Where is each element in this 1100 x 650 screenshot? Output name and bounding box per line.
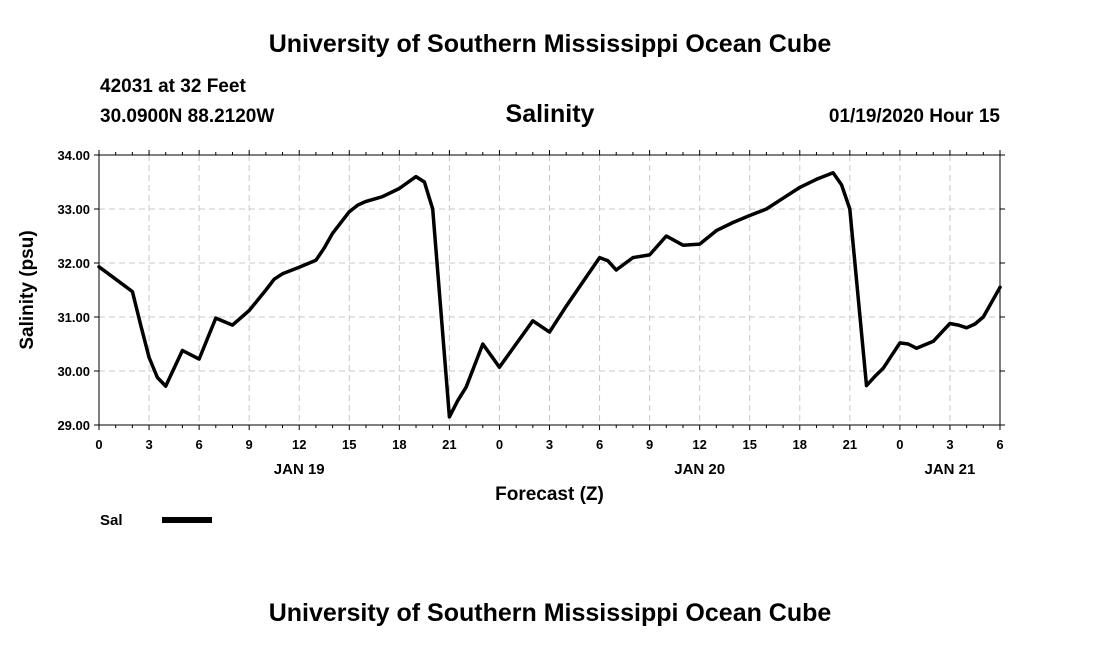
x-tick-label: 3 [546, 437, 553, 452]
page-title: University of Southern Mississippi Ocean… [268, 30, 832, 58]
date-label: JAN 21 [925, 461, 976, 478]
x-tick-label: 6 [596, 437, 603, 452]
x-tick-label: 0 [95, 437, 102, 452]
x-tick-label: 3 [946, 437, 953, 452]
station-label: 42031 at 32 Feet [100, 76, 246, 97]
y-tick-label: 32.00 [57, 256, 90, 271]
x-tick-label: 18 [793, 437, 807, 452]
y-tick-label: 31.00 [57, 310, 90, 325]
y-tick-label: 34.00 [57, 148, 90, 163]
x-tick-label: 15 [742, 437, 756, 452]
grid-lines [99, 155, 1000, 425]
plot-title: Salinity [505, 100, 595, 128]
legend-label: Sal [100, 512, 123, 529]
y-tick-label: 29.00 [57, 418, 90, 433]
axis-labels: 29.00 30.00 31.00 32.00 33.00 34.00 0 3 6 9 12 15 18… [17, 148, 1004, 505]
x-tick-label: 0 [496, 437, 503, 452]
footer-title: University of Southern Mississippi Ocean… [268, 599, 832, 627]
x-tick-label: 12 [692, 437, 706, 452]
x-tick-label: 9 [246, 437, 253, 452]
legend: Sal [100, 512, 212, 529]
x-tick-label: 21 [843, 437, 857, 452]
y-tick-label: 33.00 [57, 202, 90, 217]
datetime-label: 01/19/2020 Hour 15 [828, 106, 1000, 127]
x-tick-label: 18 [392, 437, 406, 452]
y-axis-title: Salinity (psu) [17, 230, 38, 349]
x-tick-label: 9 [646, 437, 653, 452]
series-line-sal [97, 171, 1002, 419]
y-tick-label: 30.00 [57, 364, 90, 379]
x-tick-label: 0 [896, 437, 903, 452]
x-tick-label: 6 [195, 437, 202, 452]
x-tick-label: 21 [442, 437, 456, 452]
x-tick-label: 15 [342, 437, 356, 452]
date-label: JAN 20 [674, 461, 725, 478]
x-axis-title: Forecast (Z) [495, 484, 604, 505]
x-tick-label: 6 [996, 437, 1003, 452]
x-tick-label: 12 [292, 437, 306, 452]
coordinates-label: 30.0900N 88.2120W [100, 106, 275, 127]
series-layer [97, 171, 1002, 419]
date-label: JAN 19 [274, 461, 325, 478]
x-tick-label: 3 [145, 437, 152, 452]
